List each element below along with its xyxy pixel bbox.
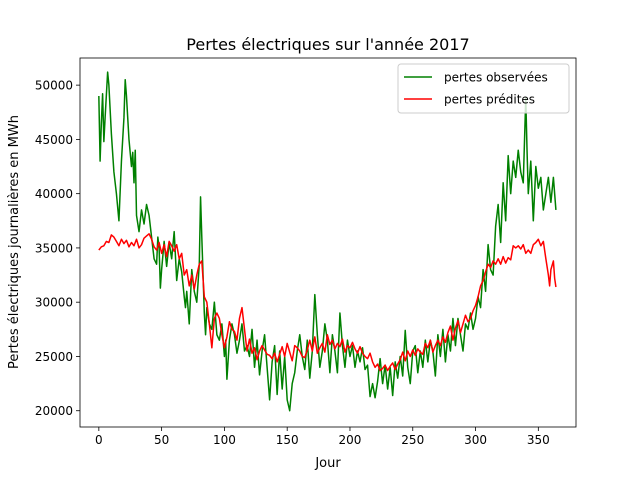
x-tick-label: 300	[464, 433, 487, 447]
chart-title: Pertes électriques sur l'année 2017	[186, 35, 469, 54]
y-tick-label: 20000	[35, 404, 73, 418]
plot-frame	[79, 57, 577, 428]
legend-label-1: pertes observées	[444, 71, 548, 85]
y-tick-label: 25000	[35, 350, 73, 364]
y-tick-label: 35000	[35, 241, 73, 255]
x-tick-label: 0	[95, 433, 103, 447]
legend: pertes observées pertes prédites	[397, 63, 570, 114]
y-tick-label: 45000	[35, 133, 73, 147]
x-tick-label: 50	[154, 433, 169, 447]
series-line-2	[98, 233, 557, 372]
y-tick-label: 50000	[35, 79, 73, 93]
x-tick-label: 250	[401, 433, 424, 447]
y-tick-label: 40000	[35, 187, 73, 201]
x-tick-label: 350	[527, 433, 550, 447]
y-tick-label: 30000	[35, 296, 73, 310]
y-axis-label: Pertes électriques journalières en MWh	[7, 115, 22, 369]
legend-label-2: pertes prédites	[444, 93, 535, 107]
y-axis: 20000 25000 30000 35000 40000 45000 50000	[35, 79, 80, 418]
legend-box	[397, 63, 570, 114]
x-tick-label: 200	[339, 433, 362, 447]
x-axis: 0 50 100 150 200 250 300 350	[95, 427, 550, 447]
plot-area	[79, 57, 577, 428]
series-line-1	[98, 71, 557, 412]
x-tick-label: 100	[213, 433, 236, 447]
x-tick-label: 150	[276, 433, 299, 447]
x-axis-label: Jour	[314, 456, 341, 471]
